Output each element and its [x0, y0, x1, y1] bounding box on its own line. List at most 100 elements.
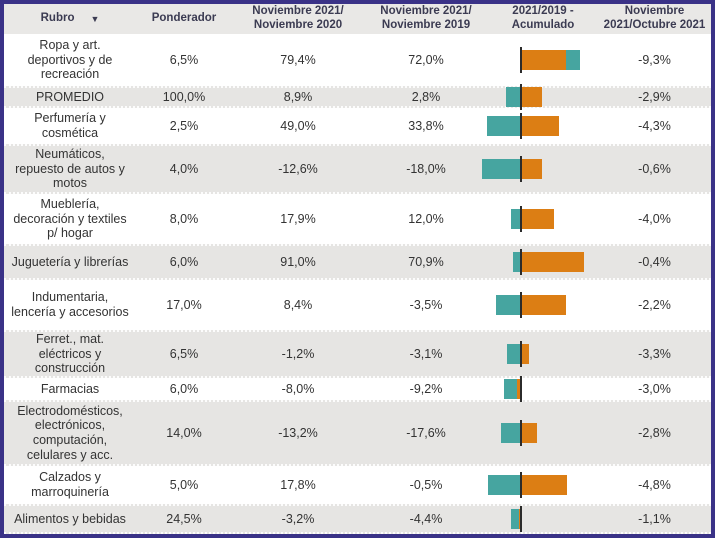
cell-nov2021-nov2019: 2,8% — [411, 89, 441, 104]
cell-nov2021-nov2019: -0,5% — [409, 477, 443, 492]
table-row: Electrodomésticos, electrónicos, computa… — [4, 400, 711, 466]
teal-bar-segment — [507, 344, 521, 364]
cell-nov2021-nov2020: 79,4% — [280, 52, 316, 67]
cell-rubro: Electrodomésticos, electrónicos, computa… — [17, 403, 123, 462]
cell-nov2021-oct2021: -0,6% — [638, 161, 671, 176]
teal-bar-segment — [501, 423, 521, 443]
column-header-rubro[interactable]: Rubro ▼ — [4, 4, 136, 34]
cell-rubro: Neumáticos, repuesto de autos y motos — [15, 146, 125, 191]
cell-rubro: Alimentos y bebidas — [14, 511, 126, 526]
cell-nov2021-nov2019: -3,5% — [409, 297, 443, 312]
cell-nov2021-nov2019: -3,1% — [409, 346, 443, 361]
column-header-nov2021-nov2019: Noviembre 2021/ Noviembre 2019 — [380, 5, 472, 31]
bar-zero-axis — [520, 472, 522, 498]
cell-nov2021-nov2019: -18,0% — [406, 161, 446, 176]
teal-bar-segment — [487, 116, 521, 136]
cell-nov2021-nov2019: 33,8% — [408, 118, 444, 133]
acumulado-bar — [488, 506, 598, 532]
cell-nov2021-nov2020: 17,9% — [280, 211, 316, 226]
orange-bar-segment — [521, 87, 542, 107]
cell-nov2021-nov2020: 17,8% — [280, 477, 316, 492]
acumulado-bar — [488, 402, 598, 464]
teal-bar-segment — [504, 379, 517, 399]
cell-acumulado — [488, 34, 598, 86]
cell-nov2021-oct2021: -4,8% — [638, 477, 671, 492]
sort-icon[interactable]: ▼ — [90, 13, 100, 24]
cell-acumulado — [488, 84, 598, 110]
orange-bar-segment — [521, 159, 542, 179]
cell-acumulado — [488, 466, 598, 504]
table-row: Farmacias 6,0% -8,0% -9,2% -3,0% — [4, 376, 711, 402]
teal-bar-segment — [511, 509, 519, 529]
acumulado-bar — [488, 332, 598, 376]
table-row: Mueblería, decoración y textiles p/ hoga… — [4, 194, 711, 244]
teal-bar-segment — [566, 50, 580, 70]
cell-nov2021-nov2019: -9,2% — [409, 381, 443, 396]
cell-nov2021-nov2020: -12,6% — [278, 161, 318, 176]
acumulado-bar — [488, 376, 598, 402]
bar-zero-axis — [520, 376, 522, 402]
cell-nov2021-nov2019: -17,6% — [406, 425, 446, 440]
cell-rubro: Perfumería y cosmética — [34, 111, 106, 140]
cell-rubro: Indumentaria, lencería y accesorios — [11, 290, 129, 319]
cell-nov2021-nov2019: -4,4% — [409, 511, 443, 526]
bar-zero-axis — [520, 156, 522, 182]
cell-acumulado — [488, 506, 598, 532]
column-header-nov2021-oct2021: Noviembre 2021/Octubre 2021 — [603, 5, 706, 31]
table-row: Neumáticos, repuesto de autos y motos 4,… — [4, 144, 711, 194]
cell-ponderador: 14,0% — [166, 425, 202, 440]
cell-nov2021-nov2019: 70,9% — [408, 254, 444, 269]
cell-ponderador: 2,5% — [169, 118, 199, 133]
cell-acumulado — [488, 402, 598, 464]
acumulado-bar — [488, 246, 598, 278]
acumulado-bar — [488, 280, 598, 330]
cell-ponderador: 6,5% — [169, 52, 199, 67]
bar-zero-axis — [520, 249, 522, 275]
cell-nov2021-nov2020: 8,9% — [283, 89, 313, 104]
cell-nov2021-nov2020: 8,4% — [283, 297, 313, 312]
acumulado-bar — [488, 84, 598, 110]
cell-ponderador: 24,5% — [166, 511, 202, 526]
cell-rubro: Juguetería y librerías — [11, 254, 129, 269]
bar-zero-axis — [520, 206, 522, 232]
acumulado-bar — [488, 194, 598, 244]
cell-acumulado — [488, 194, 598, 244]
table-row: Juguetería y librerías 6,0% 91,0% 70,9% … — [4, 244, 711, 280]
cell-nov2021-oct2021: -0,4% — [638, 254, 671, 269]
cell-nov2021-nov2019: 12,0% — [408, 211, 444, 226]
acumulado-bar — [487, 108, 598, 144]
bar-zero-axis — [520, 113, 522, 139]
cell-nov2021-nov2020: -3,2% — [281, 511, 315, 526]
teal-bar-segment — [488, 475, 521, 495]
cell-nov2021-oct2021: -3,0% — [638, 381, 671, 396]
cell-acumulado — [488, 376, 598, 402]
teal-bar-segment — [513, 252, 521, 272]
cell-nov2021-oct2021: -4,3% — [638, 118, 671, 133]
orange-bar-segment — [521, 209, 554, 229]
cell-nov2021-nov2020: -13,2% — [278, 425, 318, 440]
cell-rubro: Farmacias — [40, 381, 100, 396]
teal-bar-segment — [496, 295, 521, 315]
cell-nov2021-nov2019: 72,0% — [408, 52, 444, 67]
cell-ponderador: 5,0% — [169, 477, 199, 492]
orange-bar-segment — [521, 252, 584, 272]
cell-nov2021-nov2020: -1,2% — [281, 346, 315, 361]
cell-acumulado — [488, 332, 598, 376]
column-header-ponderador: Ponderador — [151, 12, 217, 25]
cell-nov2021-nov2020: -8,0% — [281, 381, 315, 396]
bar-zero-axis — [520, 47, 522, 73]
cell-acumulado — [487, 108, 598, 144]
cell-nov2021-oct2021: -9,3% — [638, 52, 671, 67]
table-body: Ropa y art. deportivos y de recreación 6… — [4, 34, 711, 534]
cell-nov2021-oct2021: -4,0% — [638, 211, 671, 226]
cell-ponderador: 6,0% — [169, 254, 199, 269]
cell-rubro: Calzados y marroquinería — [31, 470, 109, 499]
table-row: PROMEDIO 100,0% 8,9% 2,8% -2,9% — [4, 84, 711, 110]
cell-rubro: PROMEDIO — [35, 89, 105, 104]
cell-nov2021-oct2021: -2,9% — [638, 89, 671, 104]
cell-nov2021-nov2020: 91,0% — [280, 254, 316, 269]
cell-acumulado — [488, 246, 598, 278]
orange-bar-segment — [521, 344, 529, 364]
cell-nov2021-oct2021: -1,1% — [638, 511, 671, 526]
